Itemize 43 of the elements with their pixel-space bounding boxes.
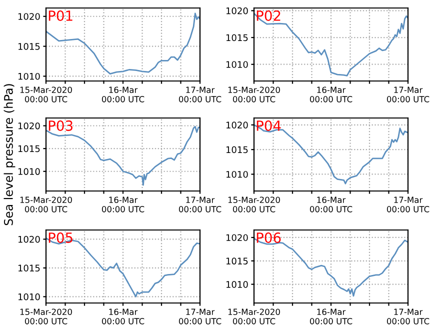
x-tick-label: 16-Mar 00:00 UTC xyxy=(310,196,352,212)
y-tick-label: 1020 xyxy=(18,236,40,243)
x-tick-label: 16-Mar 00:00 UTC xyxy=(310,86,352,102)
y-tick-label: 1015 xyxy=(18,264,40,272)
chart-title: P05 xyxy=(48,232,72,243)
x-tick-label: 17-Mar 00:00 UTC xyxy=(386,196,430,212)
y-tick-label: 1010 xyxy=(226,170,248,178)
y-tick-label: 1010 xyxy=(226,281,248,288)
x-tick-label: 17-Mar 00:00 UTC xyxy=(178,86,222,102)
chart-title: P03 xyxy=(48,120,72,131)
x-tick-label: 15-Mar-2020 00:00 UTC xyxy=(228,196,280,212)
chart-title: P01 xyxy=(48,10,72,21)
x-tick-label: 15-Mar-2020 00:00 UTC xyxy=(228,308,280,324)
chart-title: P02 xyxy=(256,10,280,21)
x-tick-label: 16-Mar 00:00 UTC xyxy=(310,308,352,324)
x-tick-label: 15-Mar-2020 00:00 UTC xyxy=(20,196,72,212)
y-tick-label: 1015 xyxy=(18,145,40,152)
x-tick-label: 16-Mar 00:00 UTC xyxy=(102,86,144,102)
x-tick-label: 17-Mar 00:00 UTC xyxy=(178,196,222,212)
x-tick-label: 15-Mar-2020 00:00 UTC xyxy=(20,86,72,102)
y-tick-label: 1015 xyxy=(226,34,248,42)
y-tick-label: 1010 xyxy=(18,293,40,300)
x-tick-label: 15-Mar-2020 00:00 UTC xyxy=(228,86,280,102)
chart-title: P04 xyxy=(256,120,281,131)
x-tick-label: 15-Mar-2020 00:00 UTC xyxy=(20,308,72,324)
y-tick-label: 1015 xyxy=(226,258,248,264)
y-tick-label: 1020 xyxy=(226,7,248,14)
y-tick-label: 1020 xyxy=(226,122,248,128)
x-tick-label: 17-Mar 00:00 UTC xyxy=(178,308,222,324)
y-tick-label: 1020 xyxy=(18,13,40,20)
x-tick-label: 17-Mar 00:00 UTC xyxy=(386,86,430,102)
y-tick-label: 1010 xyxy=(18,72,40,80)
y-axis-title: Sea level pressure (hPa) xyxy=(4,84,16,226)
x-tick-label: 16-Mar 00:00 UTC xyxy=(102,308,144,324)
x-tick-label: 17-Mar 00:00 UTC xyxy=(386,308,430,324)
x-tick-label: 16-Mar 00:00 UTC xyxy=(102,196,144,212)
y-tick-label: 1015 xyxy=(18,43,40,50)
y-tick-label: 1020 xyxy=(226,234,248,242)
y-tick-label: 1015 xyxy=(226,146,248,154)
y-tick-label: 1010 xyxy=(226,61,248,68)
y-tick-label: 1020 xyxy=(18,122,40,130)
chart-title: P06 xyxy=(256,232,281,243)
y-tick-label: 1010 xyxy=(18,168,40,175)
